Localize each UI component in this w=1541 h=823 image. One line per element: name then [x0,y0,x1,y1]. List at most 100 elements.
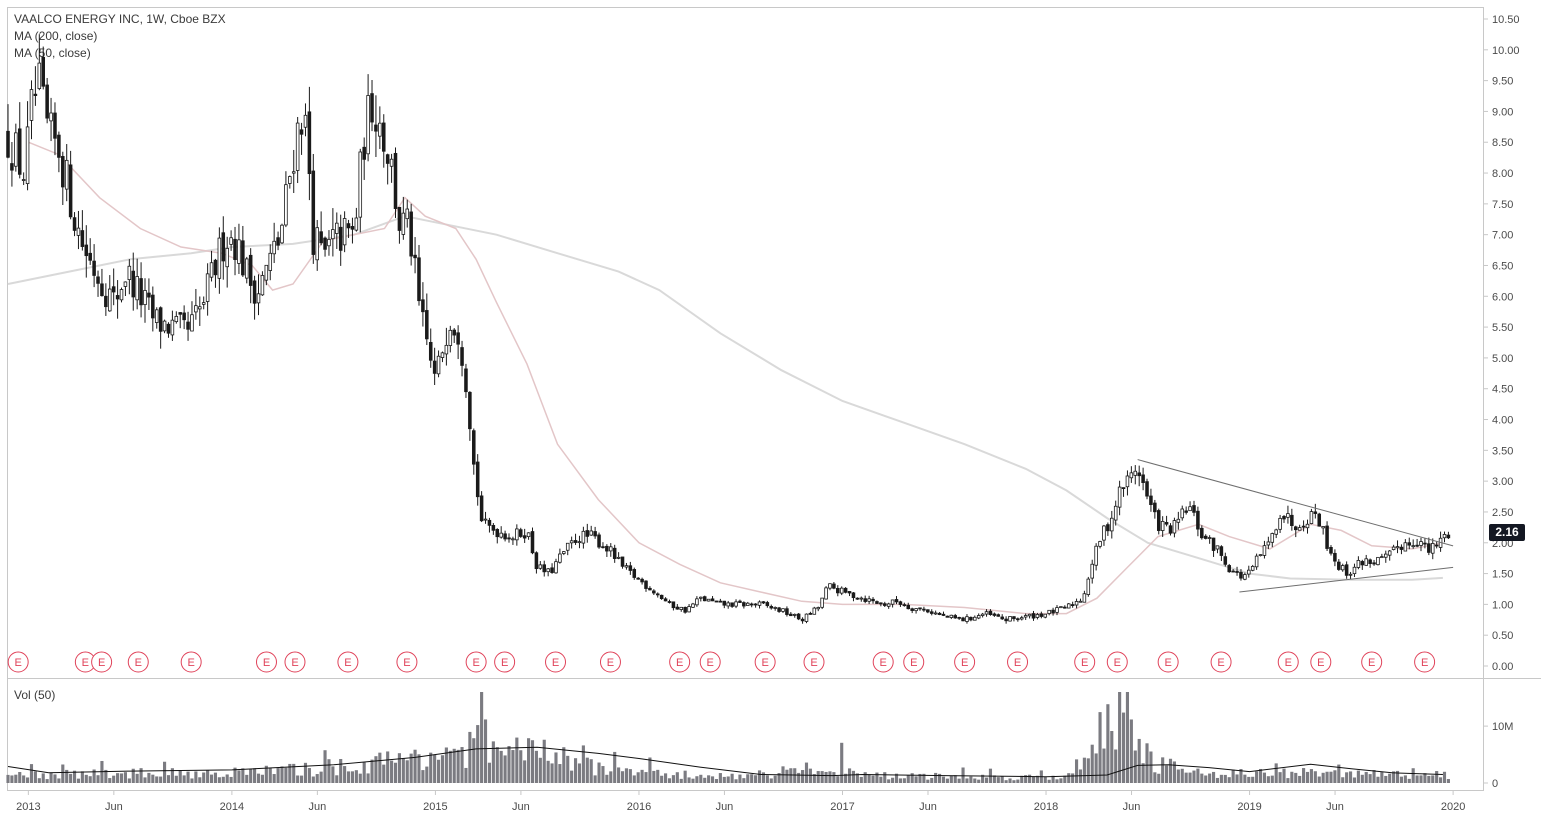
volume-bar [742,778,746,783]
trendline-upper[interactable] [1137,459,1454,547]
earnings-marker[interactable]: E [545,651,567,673]
ma200-legend[interactable]: MA (200, close) [14,29,98,43]
volume-bar [1411,768,1415,783]
candle-body [875,601,879,604]
earnings-marker[interactable]: E [396,651,418,673]
earnings-marker[interactable]: E [599,651,621,673]
earnings-label: E [1285,657,1292,669]
earnings-marker[interactable]: E [1210,651,1232,673]
candle-body [327,238,331,247]
volume-bar [29,764,34,783]
candle-body [335,222,339,234]
earnings-marker[interactable]: E [1157,651,1179,673]
earnings-marker[interactable]: E [127,651,149,673]
earnings-marker[interactable]: E [903,651,925,673]
candle-body [276,237,280,246]
volume-bar [1407,778,1411,783]
earnings-marker[interactable]: E [1007,651,1029,673]
earnings-marker[interactable]: E [754,651,776,673]
earnings-marker[interactable]: E [1277,651,1299,673]
candle-body [1243,574,1247,580]
candle-body [988,610,993,615]
candle-body [1066,603,1071,609]
earnings-marker[interactable]: E [337,651,359,673]
volume-bar [123,772,127,783]
earnings-label: E [607,657,614,669]
volume-bar [730,773,734,783]
price-axis[interactable]: 0.000.501.001.502.002.503.003.504.004.50… [1483,14,1520,673]
time-axis[interactable]: 2013 Jun 2014 Jun 2015 Jun 2016 Jun 2017 Jun 2018 J… [16,790,1465,813]
candle-body [233,238,237,260]
earnings-marker[interactable]: E [494,651,516,673]
candle-body [1019,617,1024,620]
earnings-marker[interactable]: E [255,651,277,673]
candle-body [730,602,734,607]
volume-axis[interactable]: 0 10M [1483,721,1513,790]
volume-bar [722,776,726,783]
earnings-marker[interactable]: E [1310,651,1332,673]
earnings-marker[interactable]: E [1414,651,1436,673]
candle-body [1403,542,1408,552]
earnings-marker[interactable]: E [669,651,691,673]
candle-body [702,596,707,602]
chart-legend: VAALCO ENERGY INC, 1W, Cboe BZX MA (200,… [14,11,226,62]
volume-bar [691,778,695,783]
earnings-marker[interactable]: E [465,651,487,673]
candle-body [851,592,856,599]
candle-body [268,252,273,271]
volume-bar [816,771,820,783]
triangle-trendlines[interactable] [1137,459,1454,593]
volume-title[interactable]: Vol (50) [14,688,56,702]
volume-bar [605,774,609,783]
volume-bar [750,774,754,783]
candle-body [984,611,989,615]
volume-bar [1282,768,1286,783]
candle-body [746,602,750,606]
volume-bar [1090,744,1094,783]
candle-body [515,528,519,541]
candle-body [1129,472,1134,479]
candle-body [812,607,817,615]
price-tick-label: 1.00 [1492,599,1513,611]
earnings-marker[interactable]: E [284,651,306,673]
volume-bar [151,774,155,783]
candle-body [976,615,981,619]
volume-bar [1274,763,1278,783]
earnings-marker[interactable]: E [7,651,29,673]
trendline-lower[interactable] [1239,566,1454,593]
symbol-title[interactable]: VAALCO ENERGY INC, 1W, Cboe BZX [14,12,226,26]
earnings-marker[interactable]: E [699,651,721,673]
candle-body [542,564,547,573]
candle-body [1184,510,1188,513]
time-tick-label: 2018 [1034,801,1058,813]
candle-body [518,529,523,537]
earnings-marker[interactable]: E [180,651,202,673]
earnings-label: E [552,657,559,669]
candle-body [72,217,77,231]
volume-bar [863,772,867,783]
earnings-label: E [1421,657,1428,669]
volume-bar [1016,779,1020,783]
earnings-marker[interactable]: E [872,651,894,673]
candle-body [53,112,57,139]
earnings-marker[interactable]: E [1361,651,1383,673]
earnings-marker[interactable]: E [1106,651,1128,673]
volume-bar [1204,775,1208,783]
earnings-marker[interactable]: E [1074,651,1096,673]
candle-body [1442,534,1447,539]
earnings-circle [872,651,894,673]
last-price-tag: 2.16 [1489,524,1525,541]
earnings-marker[interactable]: E [803,651,825,673]
volume-bar [1313,771,1317,783]
candle-body [25,126,30,184]
volume-bar [80,771,84,783]
earnings-marker[interactable]: E [954,651,976,673]
earnings-circle [1414,651,1436,673]
volume-bar [550,763,554,783]
ma50-legend[interactable]: MA (50, close) [14,46,91,60]
earnings-marker[interactable]: E [91,651,113,673]
volume-bar [1020,775,1024,783]
candle-body [1059,606,1063,609]
